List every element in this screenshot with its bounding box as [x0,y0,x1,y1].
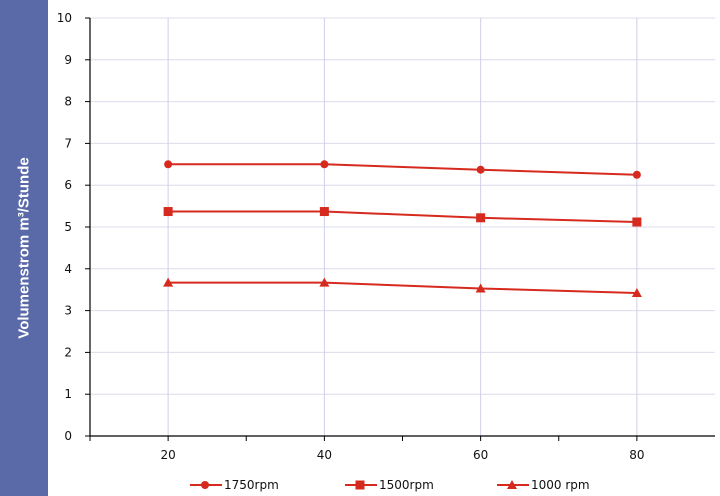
data-point [319,207,329,217]
legend-label: 1500rpm [379,478,434,492]
data-point [163,277,174,287]
data-point [320,160,329,169]
y-tick-label: 3 [64,304,72,318]
legend-marker [507,480,517,489]
data-point [475,283,486,293]
y-tick-label: 0 [64,429,72,443]
data-point [476,213,486,223]
series-line-1 [168,163,637,176]
data-point [632,217,642,227]
y-tick-label: 1 [64,387,72,401]
y-tick-label: 6 [64,178,72,192]
y-tick-label: 10 [57,11,72,25]
data-point [164,160,173,169]
x-tick-label: 20 [160,448,175,462]
legend-marker [355,480,365,490]
data-point [632,170,641,179]
data-point [163,207,173,217]
legend-marker [201,481,209,489]
x-tick-label: 60 [473,448,488,462]
y-tick-label: 8 [64,95,72,109]
data-point [476,165,485,174]
x-tick-label: 40 [317,448,332,462]
y-tick-label: 5 [64,220,72,234]
y-axis-label-panel: Volumenstrom m³/Stunde [0,0,48,496]
data-point [319,277,330,287]
x-tick-label: 80 [629,448,644,462]
series-line-3 [168,281,637,295]
y-tick-label: 4 [64,262,72,276]
legend-label: 1000 rpm [531,478,590,492]
series-line-2 [168,210,637,223]
y-tick-label: 7 [64,136,72,150]
y-tick-label: 9 [64,53,72,67]
legend-label: 1750rpm [224,478,279,492]
data-point [631,288,642,298]
y-tick-label: 2 [64,345,72,359]
